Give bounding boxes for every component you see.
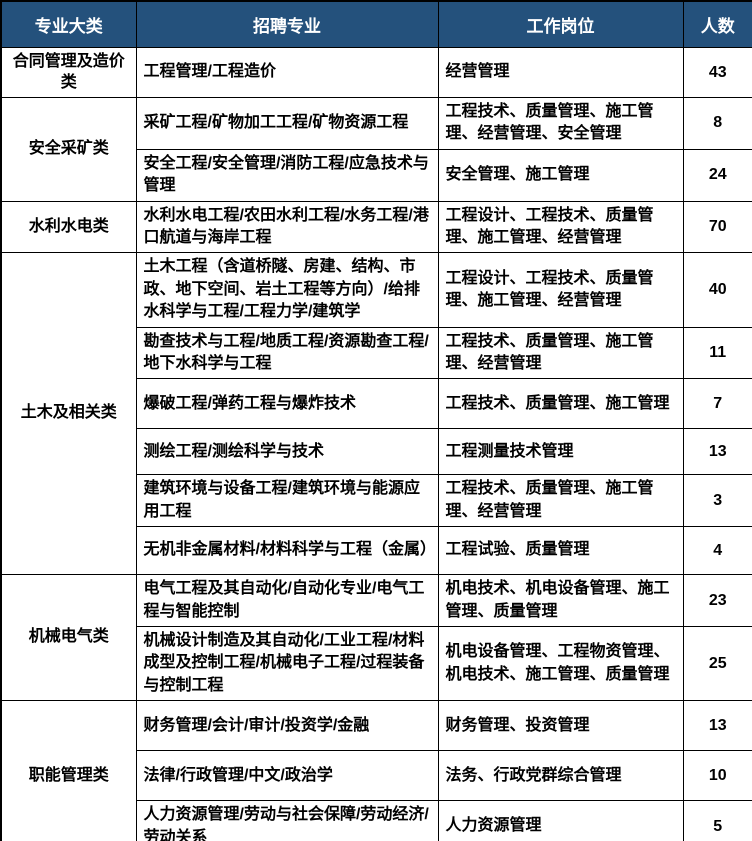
major-cell: 勘查技术与工程/地质工程/资源勘查工程/地下水科学与工程 (135, 326, 439, 380)
category-cell: 水利水电类 (0, 200, 137, 254)
major-cell: 无机非金属材料/材料科学与工程（金属） (135, 526, 439, 576)
post-cell: 工程技术、质量管理、施工管理、经营管理、安全管理 (437, 97, 684, 150)
major-cell: 水利水电工程/农田水利工程/水务工程/港口航道与海岸工程 (135, 200, 439, 254)
major-cell: 机械设计制造及其自动化/工业工程/材料成型及控制工程/机械电子工程/过程装备与控… (135, 626, 439, 702)
table-row: 职能管理类 财务管理/会计/审计/投资学/金融 财务管理、投资管理 13 (0, 700, 752, 841)
major-cell: 工程管理/工程造价 (135, 47, 439, 98)
post-cell: 工程测量技术管理 (437, 428, 684, 476)
table-row: 人力资源管理/劳动与社会保障/劳动经济/劳动关系 人力资源管理 5 (1, 800, 752, 841)
table-row: 安全工程/安全管理/消防工程/应急技术与管理 安全管理、施工管理 24 (1, 148, 752, 202)
category-cell: 机械电气类 (0, 574, 137, 702)
count-cell: 7 (682, 378, 752, 430)
header-work-post: 工作岗位 (437, 0, 684, 48)
post-cell: 法务、行政党群综合管理 (437, 750, 684, 802)
table-row: 勘查技术与工程/地质工程/资源勘查工程/地下水科学与工程 工程技术、质量管理、施… (1, 326, 752, 380)
count-cell: 13 (682, 700, 752, 752)
category-cell: 土木及相关类 (0, 252, 137, 576)
post-cell: 工程设计、工程技术、质量管理、施工管理、经营管理 (437, 200, 684, 254)
table-row: 土木及相关类 土木工程（含道桥隧、房建、结构、市政、地下空间、岩土工程等方向）/… (0, 252, 752, 576)
table-row: 水利水电类 水利水电工程/农田水利工程/水务工程/港口航道与海岸工程 工程设计、… (0, 200, 752, 254)
table-row: 测绘工程/测绘科学与技术 工程测量技术管理 13 (1, 428, 752, 476)
major-cell: 法律/行政管理/中文/政治学 (135, 750, 439, 802)
table-row: 安全采矿类 采矿工程/矿物加工工程/矿物资源工程 工程技术、质量管理、施工管理、… (0, 97, 752, 202)
major-cell: 财务管理/会计/审计/投资学/金融 (135, 700, 439, 752)
major-cell: 爆破工程/弹药工程与爆炸技术 (135, 378, 439, 430)
category-cell: 安全采矿类 (0, 97, 137, 202)
count-cell: 43 (682, 47, 752, 98)
count-cell: 5 (682, 800, 752, 841)
table-row: 合同管理及造价类 工程管理/工程造价 经营管理 43 (0, 47, 752, 98)
major-cell: 测绘工程/测绘科学与技术 (135, 428, 439, 476)
count-cell: 8 (682, 97, 752, 150)
post-cell: 经营管理 (437, 47, 684, 98)
major-cell: 采矿工程/矿物加工工程/矿物资源工程 (135, 97, 439, 150)
post-cell: 工程试验、质量管理 (437, 526, 684, 576)
table-row: 机械设计制造及其自动化/工业工程/材料成型及控制工程/机械电子工程/过程装备与控… (1, 626, 752, 702)
table-row: 爆破工程/弹药工程与爆炸技术 工程技术、质量管理、施工管理 7 (1, 378, 752, 430)
header-major-category: 专业大类 (0, 0, 137, 48)
category-cell: 合同管理及造价类 (0, 47, 137, 98)
major-cell: 土木工程（含道桥隧、房建、结构、市政、地下空间、岩土工程等方向）/给排水科学与工… (135, 252, 439, 328)
post-cell: 工程技术、质量管理、施工管理、经营管理 (437, 326, 684, 380)
header-headcount: 人数 (682, 0, 752, 48)
post-cell: 机电设备管理、工程物资管理、机电技术、施工管理、质量管理 (437, 626, 684, 702)
count-cell: 70 (682, 200, 752, 254)
category-cell: 职能管理类 (0, 700, 137, 841)
post-cell: 工程技术、质量管理、施工管理、经营管理 (437, 474, 684, 528)
post-cell: 机电技术、机电设备管理、施工管理、质量管理 (437, 574, 684, 628)
major-cell: 建筑环境与设备工程/建筑环境与能源应用工程 (135, 474, 439, 528)
post-cell: 工程设计、工程技术、质量管理、施工管理、经营管理 (437, 252, 684, 328)
major-cell: 人力资源管理/劳动与社会保障/劳动经济/劳动关系 (135, 800, 439, 841)
count-cell: 10 (682, 750, 752, 802)
major-cell: 电气工程及其自动化/自动化专业/电气工程与智能控制 (135, 574, 439, 628)
count-cell: 13 (682, 428, 752, 476)
count-cell: 23 (682, 574, 752, 628)
major-cell: 安全工程/安全管理/消防工程/应急技术与管理 (135, 148, 439, 202)
header-row: 专业大类 招聘专业 工作岗位 人数 (0, 0, 752, 48)
post-cell: 财务管理、投资管理 (437, 700, 684, 752)
count-cell: 4 (682, 526, 752, 576)
post-cell: 工程技术、质量管理、施工管理 (437, 378, 684, 430)
count-cell: 24 (682, 148, 752, 202)
count-cell: 40 (682, 252, 752, 328)
table-row: 机械电气类 电气工程及其自动化/自动化专业/电气工程与智能控制 机电技术、机电设… (0, 574, 752, 702)
header-recruit-major: 招聘专业 (135, 0, 439, 48)
count-cell: 11 (682, 326, 752, 380)
count-cell: 3 (682, 474, 752, 528)
table-row: 法律/行政管理/中文/政治学 法务、行政党群综合管理 10 (1, 750, 752, 802)
table-row: 建筑环境与设备工程/建筑环境与能源应用工程 工程技术、质量管理、施工管理、经营管… (1, 474, 752, 528)
post-cell: 人力资源管理 (437, 800, 684, 841)
post-cell: 安全管理、施工管理 (437, 148, 684, 202)
count-cell: 25 (682, 626, 752, 702)
